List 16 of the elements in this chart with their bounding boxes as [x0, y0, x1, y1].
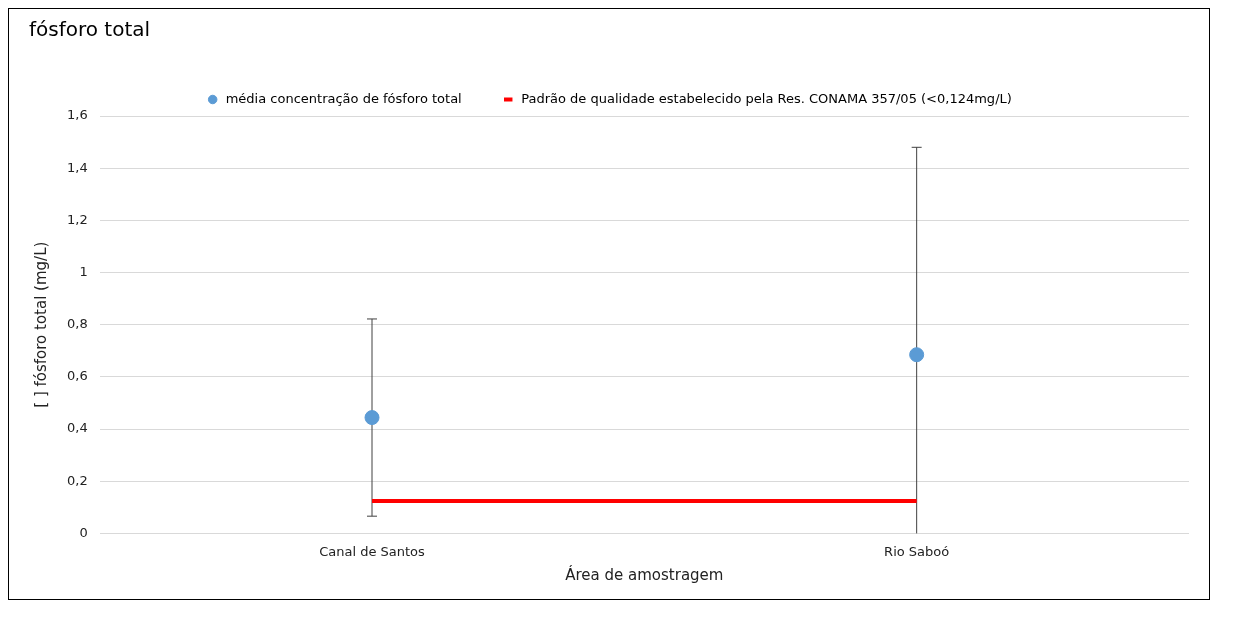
- x-axis-title: Área de amostragem: [565, 564, 724, 584]
- y-tick-label: 0,2: [66, 472, 88, 488]
- y-tick-label: 1,2: [66, 211, 88, 227]
- y-tick-label: 0,6: [66, 368, 88, 384]
- legend-label: Padrão de qualidade estabelecido pela Res. CONAMA 357/05 (<0,124mg/L): [521, 90, 1012, 106]
- x-tick-label: Canal de Santos: [319, 543, 426, 559]
- chart-title: fósforo total: [29, 17, 151, 42]
- y-tick-label: 0,8: [66, 316, 88, 332]
- y-tick-label: 1: [79, 263, 88, 279]
- x-tick-label: Rio Saboó: [884, 543, 950, 559]
- y-axis-title: [ ] fósforo total (mg/L): [31, 241, 50, 408]
- y-tick-label: 0: [79, 524, 88, 540]
- legend-label: média concentração de fósforo total: [225, 90, 462, 106]
- y-tick-label: 1,6: [66, 107, 88, 123]
- y-tick-label: 1,4: [66, 159, 88, 175]
- y-tick-label: 0,4: [66, 420, 88, 436]
